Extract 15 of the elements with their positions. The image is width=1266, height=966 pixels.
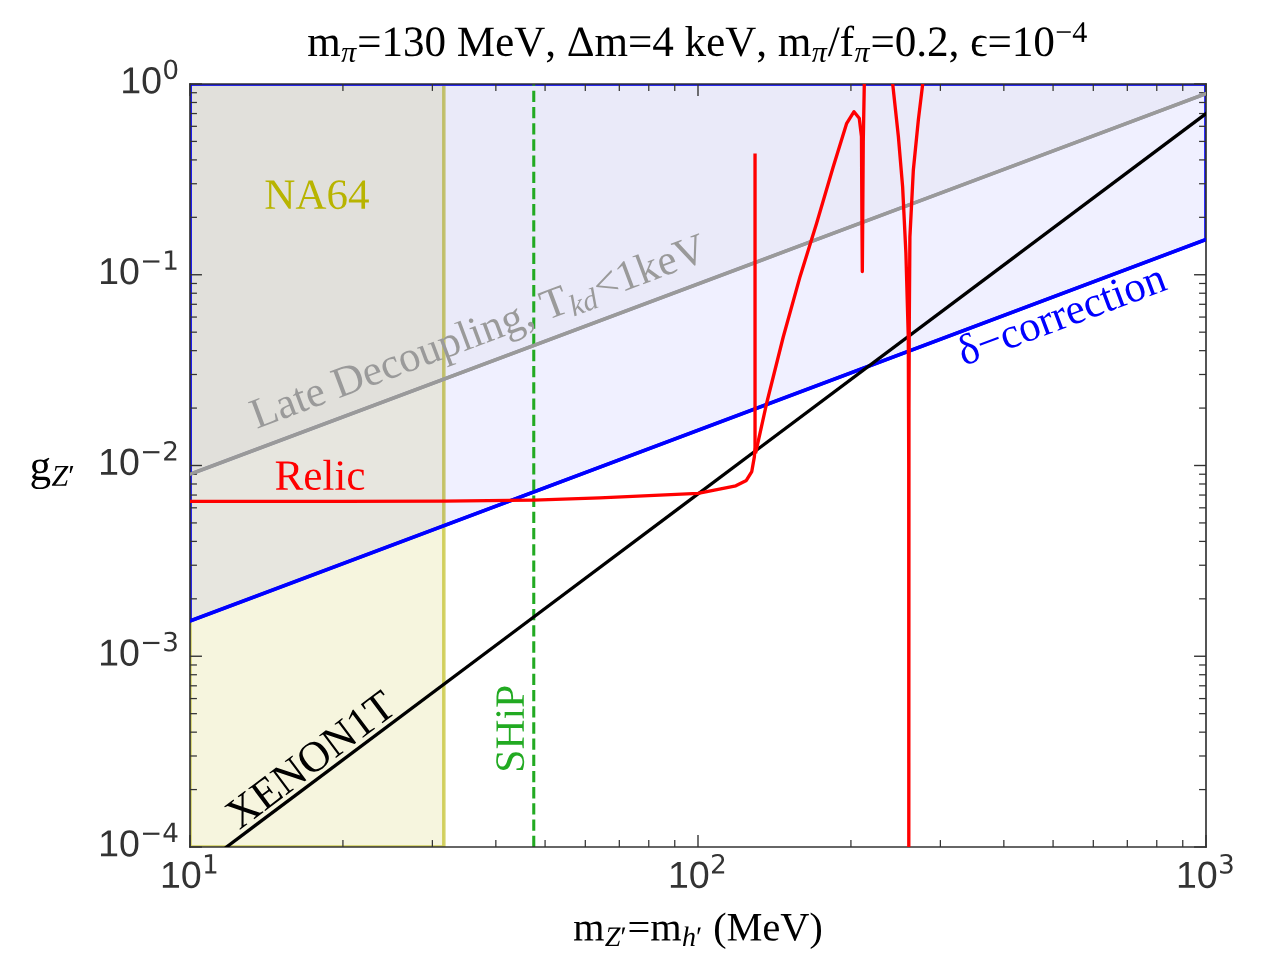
y-tick-label: 10$^{0}$ — [123, 59, 178, 94]
y-tick-label: 10$^{−1}$ — [101, 250, 177, 285]
series-label: Relic — [275, 459, 365, 491]
ref-line-label: SHiP — [496, 686, 525, 770]
x-tick-label: 10$^{1}$ — [162, 854, 217, 889]
x-tick-label: 10$^{3}$ — [1178, 853, 1233, 889]
text: Late Decoupling, T$_{kd}$<1keV — [247, 231, 713, 438]
y-tick-label: 10$^{−3}$ — [101, 631, 177, 666]
x-axis-title: m$_{Z′}$=m$_{h′}$ (MeV) — [573, 912, 822, 950]
y-axis-title: g$_{Z′}$ — [31, 457, 74, 490]
band-label: NA64 — [265, 180, 369, 210]
y-tick-label: 10$^{−2}$ — [101, 440, 177, 476]
chart-title: m$_{π}$=130 MeV, Δm=4 keV, m$_{π}$/f$_{π}$=0.2, ϵ=10$^{−4}$ — [308, 22, 1087, 63]
x-tick-label: 10$^{2}$ — [670, 853, 725, 889]
y-tick-label: 10$^{−4}$ — [101, 822, 178, 857]
